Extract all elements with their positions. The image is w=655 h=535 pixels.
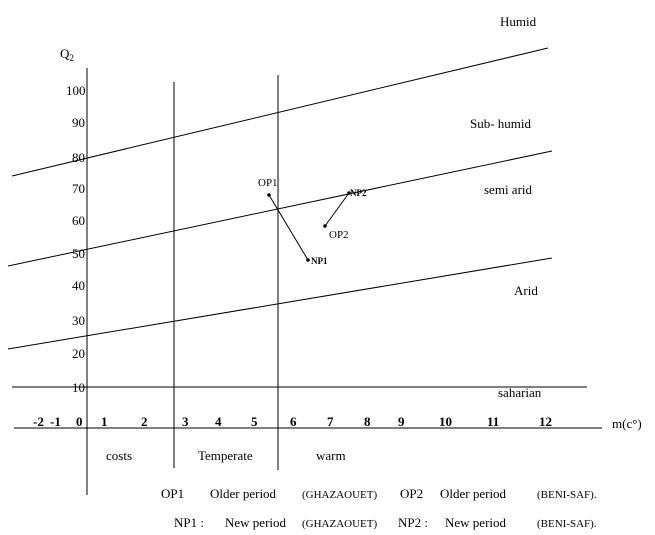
- point-op2: [323, 224, 327, 228]
- point-label-op1: OP1: [258, 177, 278, 189]
- legend-op1-site: (GHAZAOUET): [302, 489, 377, 501]
- humid-boundary-line: [11, 47, 549, 177]
- y-axis-label: Q2: [60, 46, 74, 63]
- y-tick-40: 40: [72, 278, 85, 293]
- y-tick-10: 10: [72, 380, 85, 395]
- legend-line-1: OP1 Older period (GHAZAOUET) OP2 Older p…: [161, 486, 597, 501]
- point-op1: [267, 193, 271, 197]
- legend-np1-code: NP1 :: [174, 515, 204, 530]
- x-tick-8: 8: [364, 414, 371, 429]
- legend-np2-desc: New period: [445, 515, 507, 530]
- semiarid-boundary-line: [7, 257, 553, 350]
- benisaf-trajectory: [324, 192, 350, 227]
- x-tick-1: 1: [101, 414, 108, 429]
- legend-op1-desc: Older period: [210, 486, 277, 501]
- legend-op2-desc: Older period: [440, 486, 507, 501]
- x-tick-6: 6: [290, 414, 297, 429]
- point-np2: [347, 191, 351, 195]
- y-tick-30: 30: [72, 313, 85, 328]
- point-np1: [306, 258, 310, 262]
- zone-label-arid: Arid: [514, 283, 538, 298]
- point-label-np1: NP1: [311, 256, 328, 266]
- x-tick-minus1: -1: [50, 414, 61, 429]
- subhumid-boundary-line: [7, 150, 553, 267]
- x-tick-7: 7: [327, 414, 334, 429]
- point-label-op2: OP2: [329, 229, 349, 241]
- x-tick-2: 2: [141, 414, 148, 429]
- x-tick-5: 5: [251, 414, 258, 429]
- zone-label-humid: Humid: [500, 14, 537, 29]
- y-axis-label-main: Q: [60, 46, 70, 61]
- ghazaouet-trajectory: [268, 194, 309, 261]
- legend-line-2: NP1 : New period (GHAZAOUET) NP2 : New p…: [174, 515, 597, 530]
- y-tick-20: 20: [72, 346, 85, 361]
- temp-zone-costs: costs: [106, 448, 132, 463]
- zone-label-semiarid: semi arid: [484, 182, 533, 197]
- y-tick-100: 100: [66, 83, 86, 98]
- temp-zone-temperate: Temperate: [198, 448, 253, 463]
- x-tick-4: 4: [215, 414, 222, 429]
- legend-np2-code: NP2 :: [398, 515, 428, 530]
- legend-np1-desc: New period: [225, 515, 287, 530]
- x-tick-12: 12: [539, 414, 552, 429]
- y-tick-70: 70: [72, 181, 85, 196]
- x-tick-minus2: -2: [33, 414, 44, 429]
- x-tick-0: 0: [76, 414, 83, 429]
- x-tick-11: 11: [487, 414, 499, 429]
- x-tick-9: 9: [398, 414, 405, 429]
- x-tick-10: 10: [439, 414, 452, 429]
- legend-np1-site: (GHAZAOUET): [302, 518, 377, 530]
- zone-label-subhumid: Sub- humid: [470, 116, 532, 131]
- temp-zone-warm: warm: [316, 448, 346, 463]
- y-axis-label-sub: 2: [69, 53, 74, 63]
- x-axis-label: m(c°): [612, 416, 642, 431]
- legend-op2-code: OP2: [400, 486, 423, 501]
- point-label-np2: NP2: [350, 188, 367, 198]
- y-tick-50: 50: [72, 246, 85, 261]
- zone-label-saharian: saharian: [498, 385, 542, 400]
- legend-op1-code: OP1: [161, 486, 184, 501]
- legend-np2-site: (BENI-SAF).: [537, 518, 597, 530]
- legend-op2-site: (BENI-SAF).: [537, 489, 597, 501]
- y-tick-80: 80: [72, 150, 85, 165]
- y-tick-60: 60: [72, 213, 85, 228]
- y-tick-90: 90: [72, 115, 85, 130]
- x-tick-3: 3: [182, 414, 189, 429]
